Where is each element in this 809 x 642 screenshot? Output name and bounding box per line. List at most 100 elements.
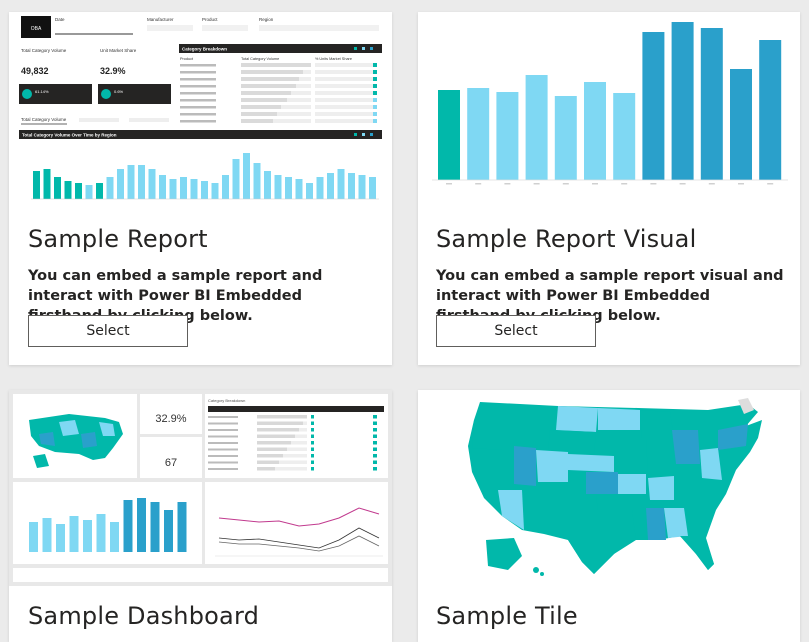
dash-bar: [56, 524, 65, 552]
table-row-product: [180, 106, 216, 109]
report-bottom-bar: [295, 179, 303, 199]
dashboard-kpi2: 67: [165, 457, 177, 469]
dash-bar: [137, 498, 146, 552]
dash-row-bar: [257, 421, 303, 425]
report-bottom-bar: [337, 169, 345, 199]
table-header-product: Product: [180, 57, 194, 61]
table-row-volume-bar: [241, 98, 287, 102]
dash-bar: [177, 502, 187, 552]
visual-tick-label: [446, 183, 452, 185]
table-row-volume-bar: [241, 70, 303, 74]
table-row-volume-bar: [241, 119, 273, 123]
report-bottom-bar: [169, 179, 177, 199]
visual-bar: [584, 82, 606, 180]
table-row-share-track: [315, 91, 373, 95]
report-bottom-bar: [148, 169, 156, 199]
table-row-share-track: [315, 63, 373, 67]
report-bottom-bar: [96, 183, 103, 199]
dash-row-share: [373, 454, 377, 458]
report-bottom-bar: [253, 163, 261, 199]
dash-bar: [69, 516, 79, 552]
dash-bar: [96, 514, 106, 552]
select-button[interactable]: Select: [28, 315, 188, 347]
dash-row-product: [208, 448, 238, 451]
dash-row-share: [373, 428, 377, 432]
visual-bar: [700, 28, 723, 180]
report-bottom-bar: [243, 153, 250, 199]
report-bottom-bar: [285, 177, 292, 199]
table-row-product: [180, 99, 216, 102]
visual-tick-label: [708, 183, 715, 185]
dash-row-bar: [257, 434, 295, 438]
report-tab: Total Category Volume: [21, 117, 67, 122]
dash-row-bar: [257, 460, 279, 464]
dash-bar: [150, 502, 160, 552]
dash-row-share: [373, 460, 377, 464]
table-row-product: [180, 71, 216, 74]
dash-row-product: [208, 435, 238, 438]
select-button[interactable]: Select: [436, 315, 596, 347]
dash-row-indicator: [311, 434, 314, 438]
kpi1-value: 49,832: [21, 66, 49, 76]
table-row-share-indicator: [373, 77, 377, 81]
report-bottom-bar: [85, 185, 93, 199]
table-row-share-indicator: [373, 105, 377, 109]
report-bottom-bar: [306, 183, 313, 199]
visual-bar: [730, 69, 752, 180]
dash-row-share: [373, 415, 377, 419]
table-row-volume-bar: [241, 77, 299, 81]
card-title: Sample Dashboard: [28, 602, 260, 630]
table-row-share-indicator: [373, 63, 377, 67]
dash-row-indicator: [311, 415, 314, 419]
dash-row-product: [208, 422, 238, 425]
dash-row-indicator: [311, 454, 314, 458]
report-bottom-bar: [43, 169, 51, 199]
visual-tick-label: [504, 183, 511, 185]
report-bottom-bar: [106, 177, 114, 199]
report-bottom-bar: [33, 171, 40, 199]
report-bottom-bar: [316, 177, 324, 199]
dash-row-product: [208, 455, 238, 457]
table-row-share-indicator: [373, 119, 377, 123]
visual-bar: [759, 40, 782, 180]
dash-bar: [164, 510, 173, 552]
sample-report-thumbnail: OBA Date Manufacturer Product Region Tot…: [9, 12, 392, 208]
dash-row-track: [257, 467, 307, 471]
sample-dashboard-card: 32.9% 67 Category Breakdown Sample Dashb…: [9, 390, 392, 642]
table-row-share-indicator: [373, 91, 377, 95]
table-row-volume-bar: [241, 91, 291, 95]
sample-tile-card: Sample Tile: [418, 390, 800, 642]
dash-row-indicator: [311, 441, 314, 445]
visual-bar: [554, 96, 577, 180]
table-row-volume-bar: [241, 105, 281, 109]
report-bottom-bar: [222, 175, 229, 199]
table-header-volume: Total Category Volume: [241, 57, 279, 61]
report-bottom-bar: [201, 181, 208, 199]
visual-bar: [642, 32, 665, 180]
dash-row-product: [208, 416, 238, 418]
report-bottom-bar: [264, 171, 271, 199]
visual-tick-label: [621, 183, 628, 185]
report-bottom-bar: [54, 177, 61, 199]
kpi2-badge: 0.6%: [114, 89, 124, 94]
dash-row-bar: [257, 441, 291, 445]
dash-row-track: [257, 460, 307, 464]
sample-tile-thumbnail: [418, 390, 800, 586]
visual-bar: [496, 92, 519, 180]
dash-row-share: [373, 441, 377, 445]
table-row-share-indicator: [373, 112, 377, 116]
report-bottom-bar: [369, 177, 376, 199]
dash-bar: [29, 522, 38, 552]
dash-row-product: [208, 442, 238, 444]
sample-report-visual-thumbnail: [418, 12, 800, 208]
table-row-product: [180, 78, 216, 81]
report-logo: OBA: [31, 26, 42, 32]
table-row-share-track: [315, 70, 373, 74]
table-row-product: [180, 113, 216, 116]
table-row-product: [180, 64, 216, 67]
report-bottom-bar: [127, 165, 135, 199]
sample-report-visual-card: Sample Report Visual You can embed a sam…: [418, 12, 800, 365]
table-row-share-indicator: [373, 84, 377, 88]
table-row-share-track: [315, 105, 373, 109]
table-row-product: [180, 85, 216, 88]
